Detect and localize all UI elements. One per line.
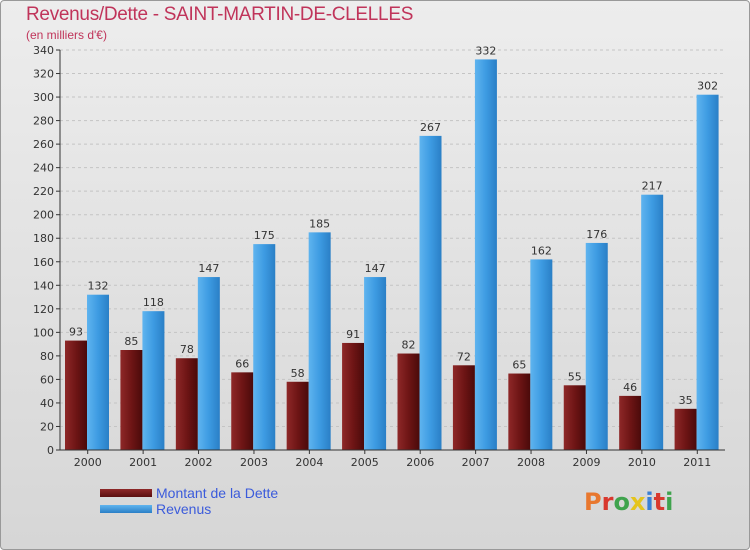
logo-letter: i: [645, 488, 654, 516]
logo-letter: t: [653, 488, 666, 516]
y-tick-label: 0: [47, 444, 54, 457]
data-label-debt: 58: [291, 367, 305, 380]
x-tick-label: 2001: [129, 456, 157, 469]
data-label-revenue: 217: [642, 180, 663, 193]
data-label-debt: 65: [512, 359, 526, 372]
bar-debt: [175, 358, 198, 450]
y-tick-label: 100: [33, 326, 54, 339]
bar-revenue: [364, 277, 387, 450]
legend-swatch-debt: [100, 489, 152, 497]
legend-swatch-revenue: [100, 505, 152, 513]
grid-lines: [60, 49, 725, 451]
bar-debt: [286, 381, 309, 450]
y-tick-label: 340: [33, 44, 54, 57]
y-tick-label: 140: [33, 279, 54, 292]
data-label-debt: 85: [124, 335, 138, 348]
logo-letter: x: [629, 488, 646, 516]
data-label-revenue: 332: [475, 44, 496, 57]
y-tick-label: 240: [33, 162, 54, 175]
logo-letter: i: [665, 488, 674, 516]
bar-debt: [563, 385, 586, 450]
data-label-debt: 78: [180, 343, 194, 356]
y-tick-label: 160: [33, 256, 54, 269]
y-axis: 0 20 40 60 80 100 120 140 160 180 200 220 240 260 280 3…: [33, 44, 61, 457]
chart-subtitle: (en milliers d'€): [26, 28, 107, 42]
bar-revenue: [474, 59, 497, 450]
y-tick-label: 20: [40, 420, 54, 433]
data-label-debt: 35: [679, 394, 693, 407]
x-tick-label: 2005: [351, 456, 379, 469]
y-tick-label: 200: [33, 209, 54, 222]
bar-debt: [65, 340, 87, 450]
bar-revenue: [641, 194, 664, 450]
data-label-revenue: 147: [198, 262, 219, 275]
data-label-revenue: 267: [420, 121, 441, 134]
x-tick-label: 2007: [462, 456, 490, 469]
bar-debt: [120, 350, 143, 450]
y-tick-label: 300: [33, 91, 54, 104]
data-label-debt: 46: [623, 381, 637, 394]
bar-revenue: [197, 277, 220, 450]
bar-revenue: [308, 232, 331, 450]
x-tick-label: 2010: [628, 456, 656, 469]
legend-label-revenue: Revenus: [156, 501, 212, 517]
bar-revenue: [87, 294, 109, 450]
bar-debt: [231, 372, 254, 450]
data-label-revenue: 118: [143, 296, 164, 309]
bar-debt: [619, 395, 642, 450]
data-label-revenue: 132: [88, 280, 109, 293]
x-tick-label: 2008: [517, 456, 545, 469]
x-tick-label: 2009: [572, 456, 600, 469]
logo-letter: P: [584, 488, 602, 516]
y-tick-label: 60: [40, 373, 54, 386]
y-tick-label: 280: [33, 115, 54, 128]
legend-label-debt: Montant de la Dette: [156, 485, 279, 501]
bar-revenue: [585, 242, 608, 450]
bar-revenue: [530, 259, 553, 450]
data-label-revenue: 162: [531, 244, 552, 257]
bar-debt: [342, 342, 365, 450]
data-label-debt: 82: [402, 339, 416, 352]
y-tick-label: 260: [33, 138, 54, 151]
x-tick-label: 2003: [240, 456, 268, 469]
bar-revenue: [253, 244, 276, 450]
x-tick-label: 2006: [406, 456, 434, 469]
x-tick-label: 2002: [185, 456, 213, 469]
y-tick-label: 120: [33, 303, 54, 316]
data-label-revenue: 302: [697, 80, 718, 93]
y-tick-label: 220: [33, 185, 54, 198]
data-label-revenue: 147: [365, 262, 386, 275]
x-tick-label: 2004: [295, 456, 323, 469]
bar-revenue: [419, 135, 442, 450]
bar-debt: [674, 408, 697, 450]
proxiti-logo: Proxiti: [584, 488, 673, 516]
y-tick-label: 180: [33, 232, 54, 245]
data-label-debt: 72: [457, 350, 471, 363]
data-label-debt: 93: [69, 326, 83, 339]
data-label-revenue: 185: [309, 217, 330, 230]
data-label-revenue: 175: [254, 229, 275, 242]
bar-revenue: [696, 94, 719, 451]
data-label-debt: 91: [346, 328, 360, 341]
y-tick-label: 320: [33, 68, 54, 81]
bar-debt: [452, 365, 475, 450]
bar-revenue: [142, 311, 165, 450]
data-label-debt: 66: [235, 357, 249, 370]
x-tick-label: 2011: [683, 456, 711, 469]
chart-title: Revenus/Dette - SAINT-MARTIN-DE-CLELLES: [26, 4, 414, 25]
y-tick-label: 80: [40, 350, 54, 363]
data-label-debt: 55: [568, 370, 582, 383]
bar-debt: [508, 373, 531, 450]
x-tick-label: 2000: [74, 456, 102, 469]
y-tick-label: 40: [40, 397, 54, 410]
data-label-revenue: 176: [586, 228, 607, 241]
x-axis: 2000 2001 2002 2003 2004 2005 2006 2007 2008 2009…: [60, 449, 725, 469]
logo-letter: o: [613, 488, 630, 516]
bars: 93 132 85 118 78 147 66 175 58 185 91 147 82 267 72 332…: [65, 44, 719, 451]
bar-debt: [397, 353, 420, 450]
logo-letter: r: [601, 488, 614, 516]
